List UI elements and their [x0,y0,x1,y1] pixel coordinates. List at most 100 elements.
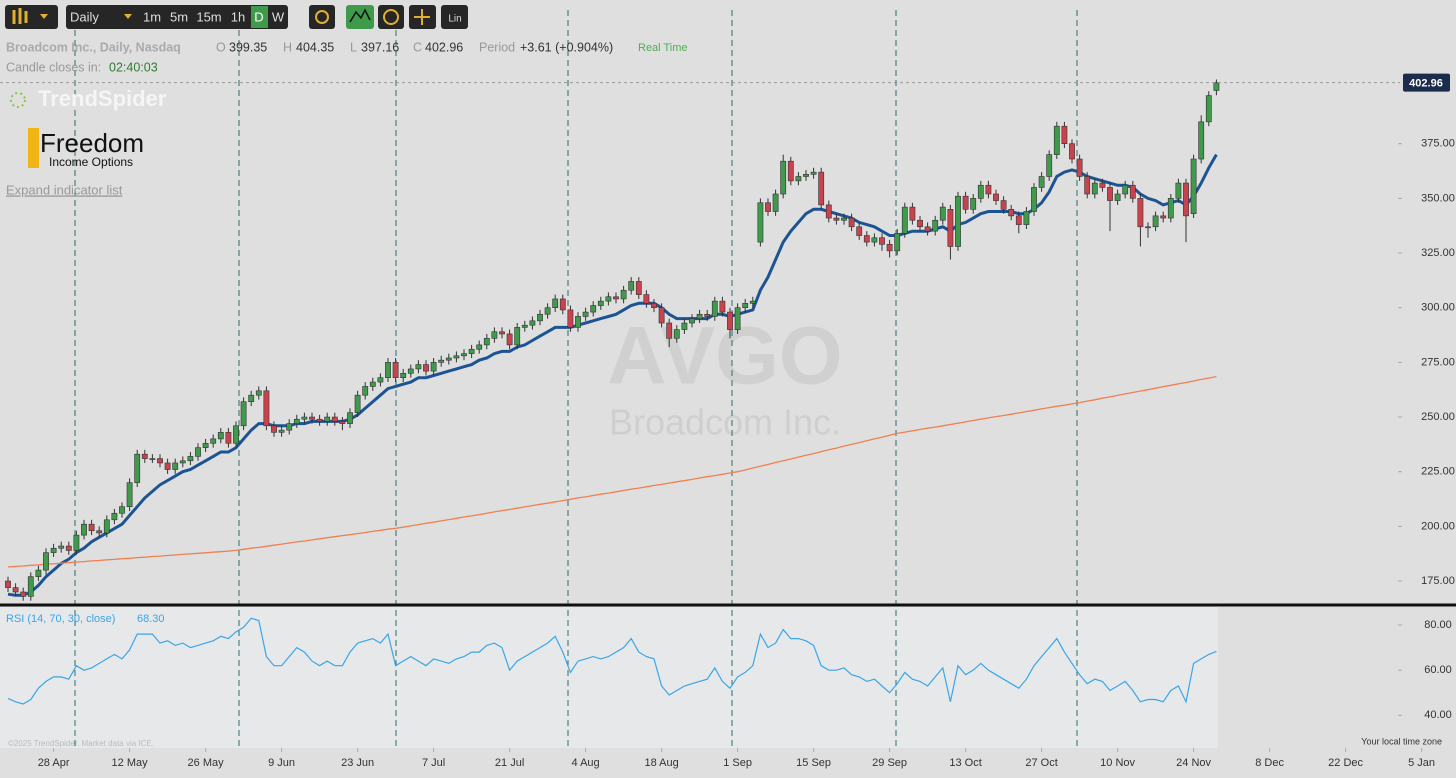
interval-button[interactable]: W [272,9,285,24]
candle-body [749,300,756,304]
candle-body [1167,198,1174,219]
candle-body [88,523,95,532]
candle-body [331,416,338,422]
rsi-title: RSI (14, 70, 30, close) [6,613,115,625]
ohlc-key: C [413,40,422,54]
y-tick-label: 40.00 [1424,709,1452,721]
candle-body [529,320,536,326]
candle-body [673,329,680,339]
candle-body [126,482,133,507]
candle-body [1160,215,1167,219]
candle-body [795,176,802,182]
candle-body [742,303,749,309]
candle-body [202,442,209,448]
candle-body [985,184,992,195]
x-tick-label: 26 May [188,757,225,769]
candle-body [567,309,574,328]
candle-body [149,458,156,460]
candle-body [658,307,665,324]
active-interval-bg [251,6,268,28]
x-tick-label: 10 Nov [1100,757,1135,769]
candle-body [1137,198,1144,228]
toolbar: Daily 1m 5m 15m 1h D W Lin [5,5,468,29]
candle-body [719,300,726,313]
period-label: Period [479,40,515,54]
candle-body [461,353,467,357]
interval-button[interactable]: 5m [170,9,188,24]
candle-body [499,331,505,335]
symbol: Broadcom Inc., Daily, Nasdaq [6,40,181,54]
y-tick-label: 350.00 [1421,192,1455,204]
x-tick-label: 18 Aug [644,757,678,769]
candle-body [134,453,141,483]
candle-body [1084,176,1091,195]
interval-button[interactable]: 1h [231,9,245,24]
candle-body [103,519,110,534]
watermark: AVGO Broadcom Inc. [607,311,842,443]
candle-body [141,453,148,459]
candle-body [339,421,346,424]
countdown: 02:40:03 [109,60,158,74]
scale-label[interactable]: Lin [448,14,461,25]
candle-body [392,362,399,378]
candle-body [1099,182,1106,188]
candle-body [977,184,984,199]
ohlc-value: 402.96 [425,40,463,54]
candle-body [704,313,711,317]
candle-body [635,281,642,295]
scale-button[interactable] [441,5,468,29]
candle-body [628,281,635,291]
clock-button[interactable] [378,5,404,29]
candle-body [825,204,832,219]
interval-button[interactable]: 15m [196,9,221,24]
chart-type-button[interactable] [5,5,58,29]
candle-body [901,206,908,234]
interval-button[interactable]: 1m [143,9,161,24]
candle-body [848,217,855,228]
candle-body [947,209,954,247]
candle-body [1122,184,1129,195]
candle-body [521,324,528,328]
candle-icon [12,8,28,24]
rsi-line [7,617,1217,705]
candle-body [324,416,331,422]
candle-body [1038,176,1045,188]
candle-body [278,429,285,433]
y-tick-label: 275.00 [1421,356,1455,368]
candle-body [1183,182,1189,217]
dropdown-caret [40,14,48,19]
candle-body [1046,154,1053,177]
interval-select[interactable]: Daily [70,9,99,24]
freedom-mark [28,128,39,168]
candle-body [582,311,589,317]
interval-button[interactable]: D [254,9,263,24]
last-price-label: 402.96 [1409,77,1443,89]
clock-icon [383,9,399,25]
candle-body [575,316,581,328]
expand-indicators[interactable]: Expand indicator list [6,182,123,197]
candle-body [407,368,414,374]
x-tick-label: 29 Sep [872,757,907,769]
candle-body [263,390,270,427]
candle-body [210,438,217,444]
candle-body [65,545,72,551]
candle-body [172,462,179,470]
candle-body [195,447,201,457]
candle-body [369,381,376,387]
x-tick-label: 4 Aug [572,757,600,769]
candle-body [879,237,885,245]
candle-body [111,512,118,521]
candle-body [1213,82,1220,91]
candle-body [962,195,969,210]
settings-button[interactable] [309,5,335,29]
candle-body [1023,211,1030,225]
candle-body [909,206,916,221]
candle-body [620,289,627,300]
candle-body [225,432,232,444]
x-tick-label: 23 Jun [341,757,374,769]
candle-body [445,357,452,361]
candle-body [293,418,300,424]
candle-body [157,458,163,464]
ohlc-key: L [350,40,357,54]
candle-body [20,591,27,597]
